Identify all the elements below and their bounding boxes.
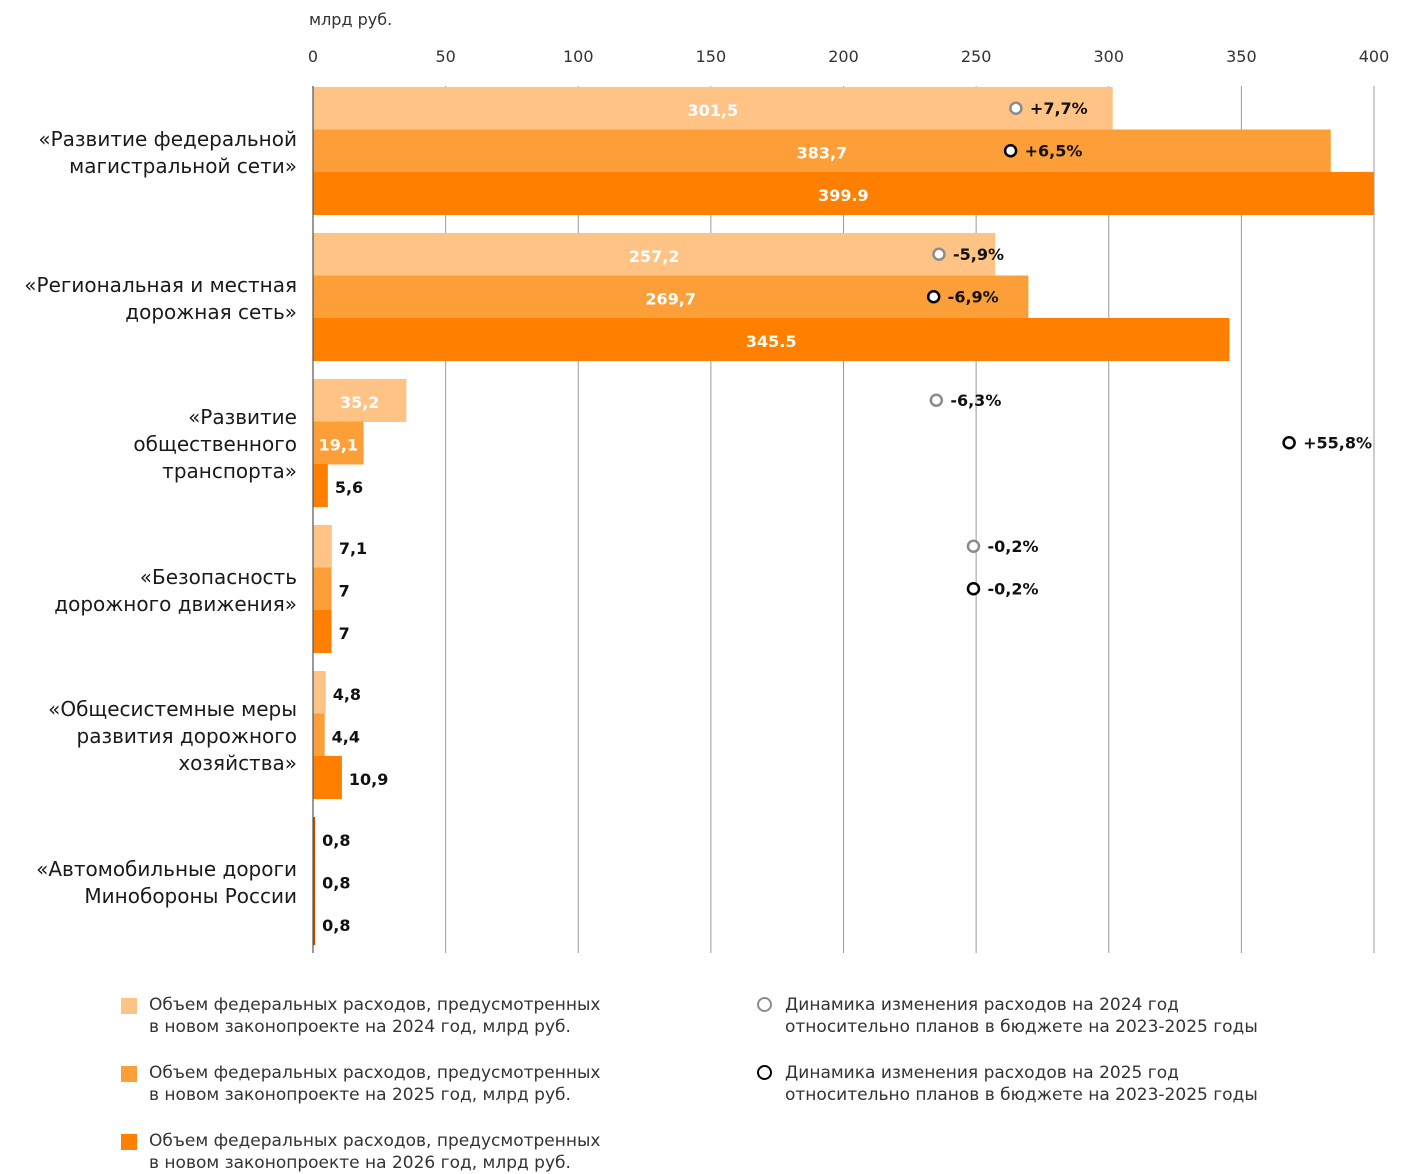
legend-text: Объем федеральных расходов, предусмотрен… [149, 1131, 601, 1173]
bar [313, 671, 326, 714]
category-label: «Региональная и местная дорожная сеть» [24, 272, 297, 324]
bar-value-label: 269,7 [645, 289, 696, 308]
bar [313, 610, 332, 653]
legend-text: Динамика изменения расходов на 2025 год … [785, 1063, 1258, 1105]
unit-label: млрд руб. [309, 10, 393, 29]
bar [313, 87, 1113, 130]
bar [313, 756, 342, 799]
dynamics-marker [966, 539, 981, 553]
bar-value-label: 0,8 [322, 916, 350, 935]
bar [313, 817, 316, 860]
dynamics-marker [1009, 101, 1023, 115]
category-label: «Безопасность дорожного движения» [54, 564, 297, 616]
dynamics-marker [1003, 144, 1018, 158]
bar [313, 318, 1230, 361]
bar-value-label: 257,2 [629, 247, 680, 266]
legend-text: Динамика изменения расходов на 2024 год … [785, 995, 1258, 1037]
dynamics-label: -6,9% [948, 287, 999, 306]
category-label: «Развитие федеральной магистральной сети… [38, 126, 297, 178]
bar-value-label: 383,7 [797, 143, 848, 162]
bar [313, 859, 316, 903]
bar-value-label: 4,4 [332, 727, 360, 746]
dynamics-marker [966, 582, 981, 596]
dynamics-marker [932, 247, 946, 261]
bar-value-label: 4,8 [333, 685, 361, 704]
dynamics-label: -5,9% [953, 245, 1004, 264]
bar [313, 902, 316, 945]
dynamics-marker [926, 290, 941, 304]
x-tick-label: 50 [435, 47, 455, 66]
dynamics-label: -6,3% [950, 391, 1001, 410]
bar-value-label: 7 [339, 624, 350, 643]
dynamics-marker [929, 393, 944, 407]
bar [313, 129, 1331, 173]
bar-value-label: 399.9 [818, 186, 869, 205]
dynamics-label: +7,7% [1030, 99, 1088, 118]
x-tick-label: 0 [308, 47, 318, 66]
x-tick-label: 400 [1359, 47, 1390, 66]
bar-value-label: 5,6 [335, 478, 363, 497]
bar-value-label: 7 [339, 581, 350, 600]
bar [313, 275, 1029, 319]
x-tick-label: 100 [563, 47, 594, 66]
bar-value-label: 301,5 [688, 101, 739, 120]
dynamics-label: -0,2% [987, 579, 1038, 598]
x-tick-label: 350 [1226, 47, 1257, 66]
x-tick-label: 200 [828, 47, 859, 66]
bar [313, 464, 328, 507]
x-tick-label: 300 [1093, 47, 1124, 66]
legend-text: Объем федеральных расходов, предусмотрен… [149, 1063, 601, 1105]
x-tick-label: 150 [696, 47, 727, 66]
bar [313, 379, 407, 422]
bar [313, 567, 332, 611]
bar-value-label: 0,8 [322, 873, 350, 892]
bar-value-label: 35,2 [340, 393, 379, 412]
legend-swatch [121, 1134, 137, 1150]
bar [313, 233, 996, 276]
bar-value-label: 10,9 [349, 770, 388, 789]
dynamics-marker [1282, 436, 1296, 450]
bar-value-label: 7,1 [339, 539, 367, 558]
category-label: «Развитие общественного транспорта» [133, 405, 297, 484]
bar-value-label: 19,1 [319, 435, 358, 454]
x-tick-label: 250 [961, 47, 992, 66]
category-label: «Автомобильные дороги Минобороны России [36, 856, 297, 908]
bar-value-label: 0,8 [322, 831, 350, 850]
dynamics-label: -0,2% [987, 537, 1038, 556]
bar [313, 713, 325, 757]
bar-value-label: 345.5 [746, 332, 797, 351]
dynamics-label: +6,5% [1025, 141, 1083, 160]
legend-ring-marker [757, 1065, 772, 1080]
category-label: «Общесистемные меры развития дорожного х… [48, 697, 297, 776]
bar [313, 421, 364, 465]
legend-swatch [121, 998, 137, 1014]
legend-swatch [121, 1066, 137, 1082]
legend-ring-marker [757, 997, 772, 1012]
dynamics-label: +55,8% [1303, 433, 1372, 452]
bar [313, 172, 1374, 215]
bar [313, 525, 332, 568]
legend-text: Объем федеральных расходов, предусмотрен… [149, 995, 601, 1037]
